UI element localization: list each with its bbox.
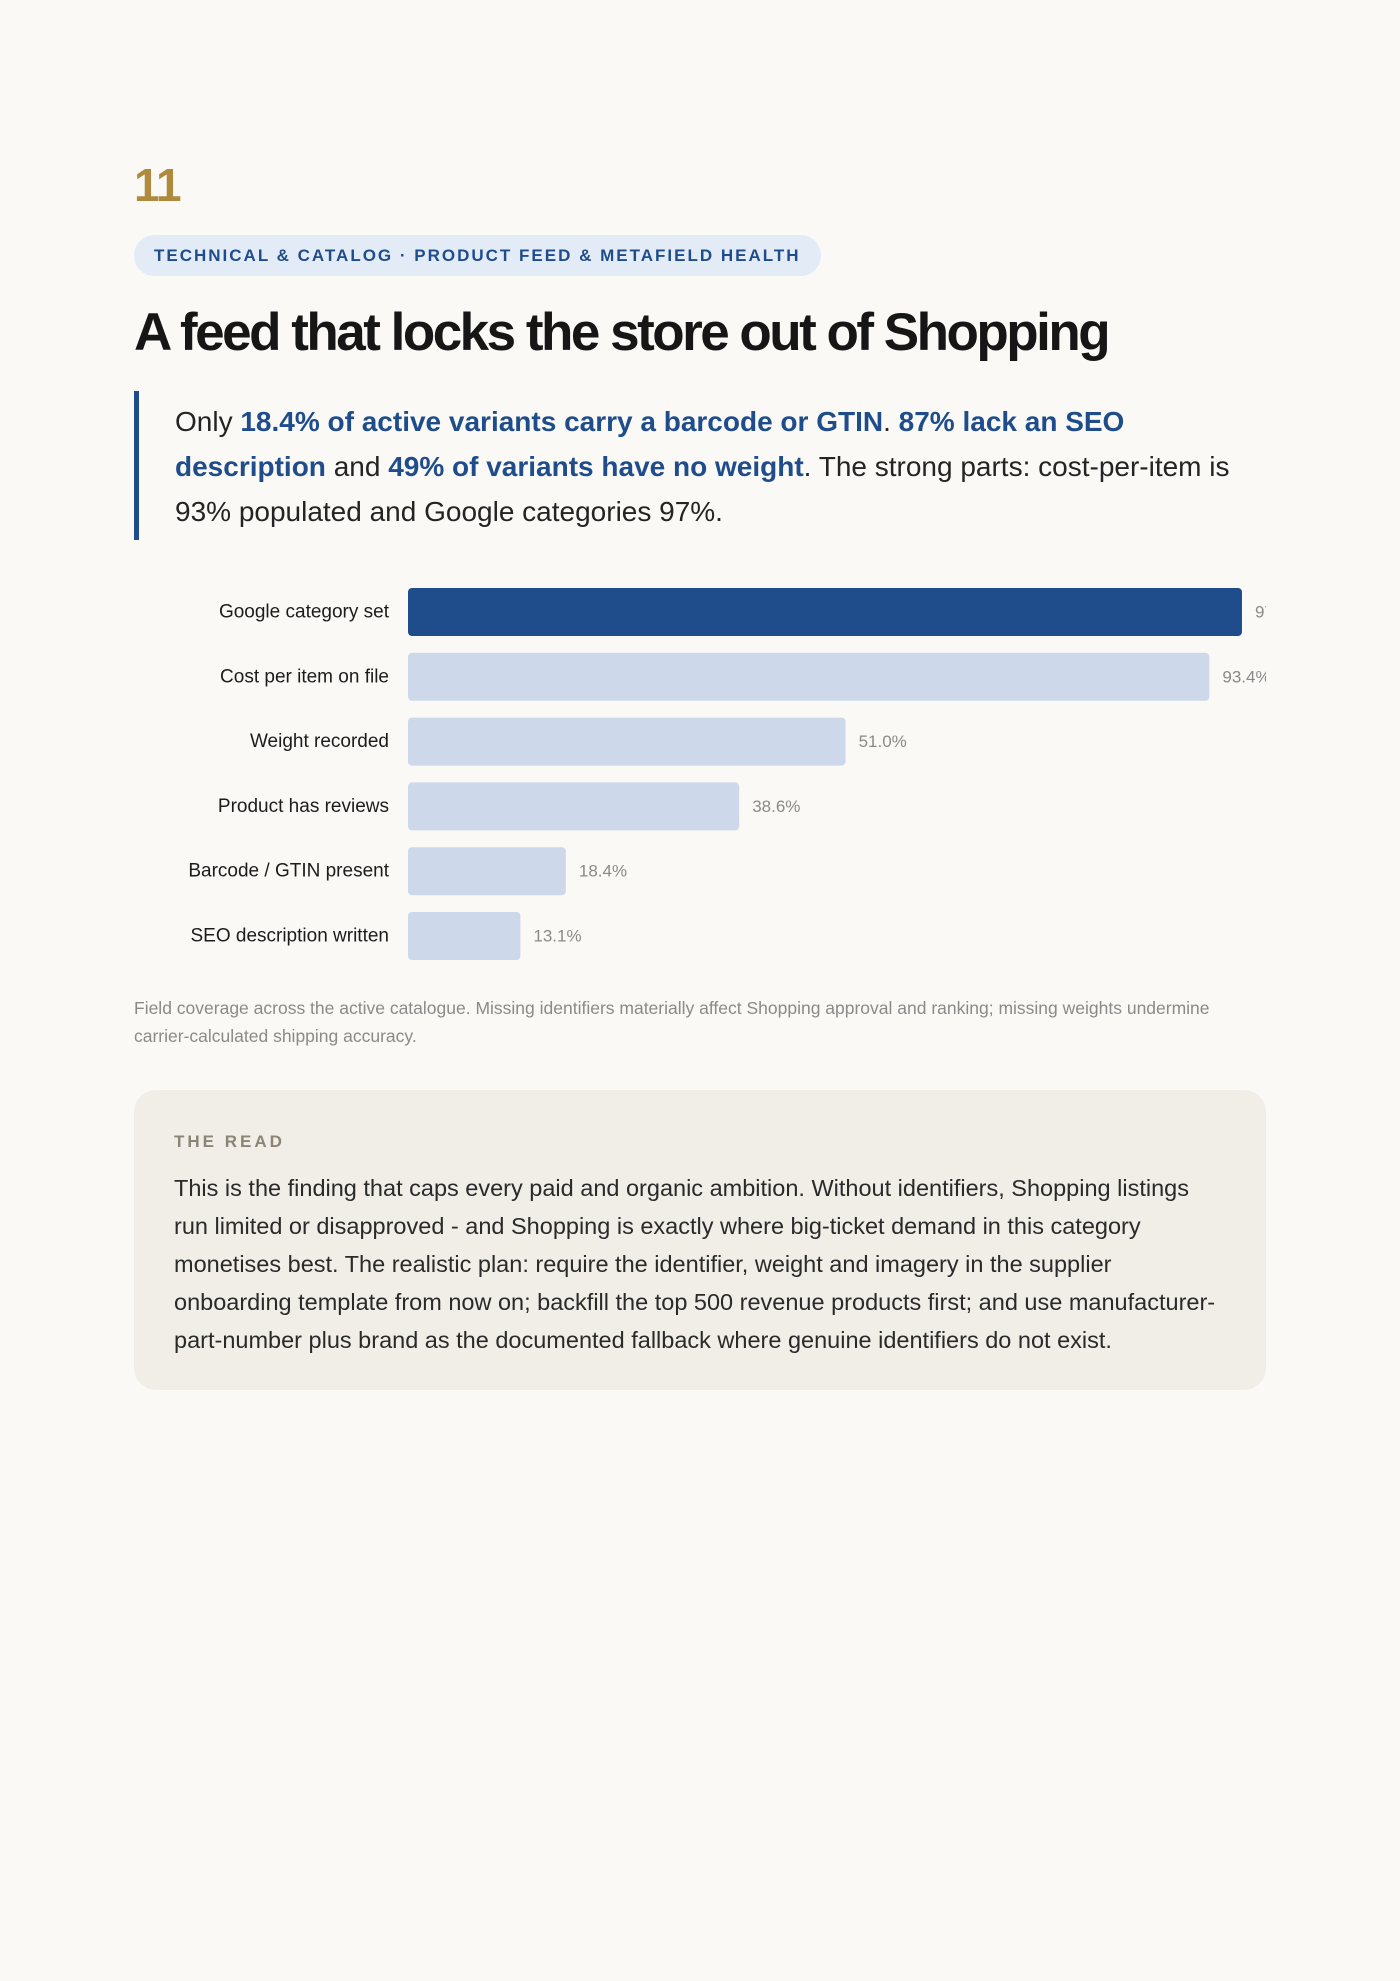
- lede-text: and: [325, 451, 389, 482]
- lede-highlight-barcode: 18.4% of active variants carry a barcode…: [240, 406, 884, 437]
- lede-text: Only: [175, 406, 241, 437]
- coverage-bar-chart: Google category set 97.2% Cost per item on…: [134, 580, 1266, 970]
- the-read-body: This is the finding that caps every paid…: [174, 1175, 1216, 1353]
- the-read-label: THE READ: [174, 1132, 285, 1151]
- bar-category-label: Google category set: [219, 602, 390, 623]
- bar: [408, 588, 1242, 636]
- lede-text: .: [883, 406, 899, 437]
- lede-quote: Only 18.4% of active variants carry a ba…: [134, 391, 1266, 540]
- bar: [408, 782, 740, 831]
- lede-highlight-seo: 87% lack an SEO description: [175, 406, 1125, 482]
- bar: [408, 717, 846, 766]
- bar-value-label: 13.1%: [533, 927, 581, 946]
- bar-category-label: SEO description written: [190, 926, 389, 947]
- lede-text: . The strong parts: cost-per-item is 93%…: [175, 451, 1230, 527]
- lede-highlight-weight: 49% of variants have no weight: [388, 451, 804, 482]
- bar-value-label: 93.4%: [1222, 667, 1266, 686]
- bar-category-label: Product has reviews: [218, 796, 389, 817]
- headline: A feed that locks the store out of Shopp…: [134, 303, 1111, 362]
- bar-value-label: 38.6%: [752, 797, 800, 816]
- bar-value-label: 97.2%: [1255, 603, 1266, 622]
- bar: [408, 912, 521, 960]
- chart-canvas: Google category set 97.2% Cost per item on…: [188, 588, 1266, 960]
- bar-category-label: Cost per item on file: [220, 666, 389, 687]
- bar-category-label: Barcode / GTIN present: [188, 861, 389, 882]
- bar-value-label: 18.4%: [579, 862, 627, 881]
- bar-category-label: Weight recorded: [250, 731, 389, 752]
- section-tag: TECHNICAL & CATALOG · PRODUCT FEED & MET…: [134, 235, 821, 276]
- the-read-panel: THE READ This is the finding that caps e…: [134, 1090, 1266, 1390]
- bar: [408, 652, 1210, 701]
- bar: [408, 847, 566, 896]
- chart-caption: Field coverage across the active catalog…: [134, 998, 1210, 1046]
- page-number: 11: [134, 159, 182, 211]
- bar-value-label: 51.0%: [859, 732, 907, 751]
